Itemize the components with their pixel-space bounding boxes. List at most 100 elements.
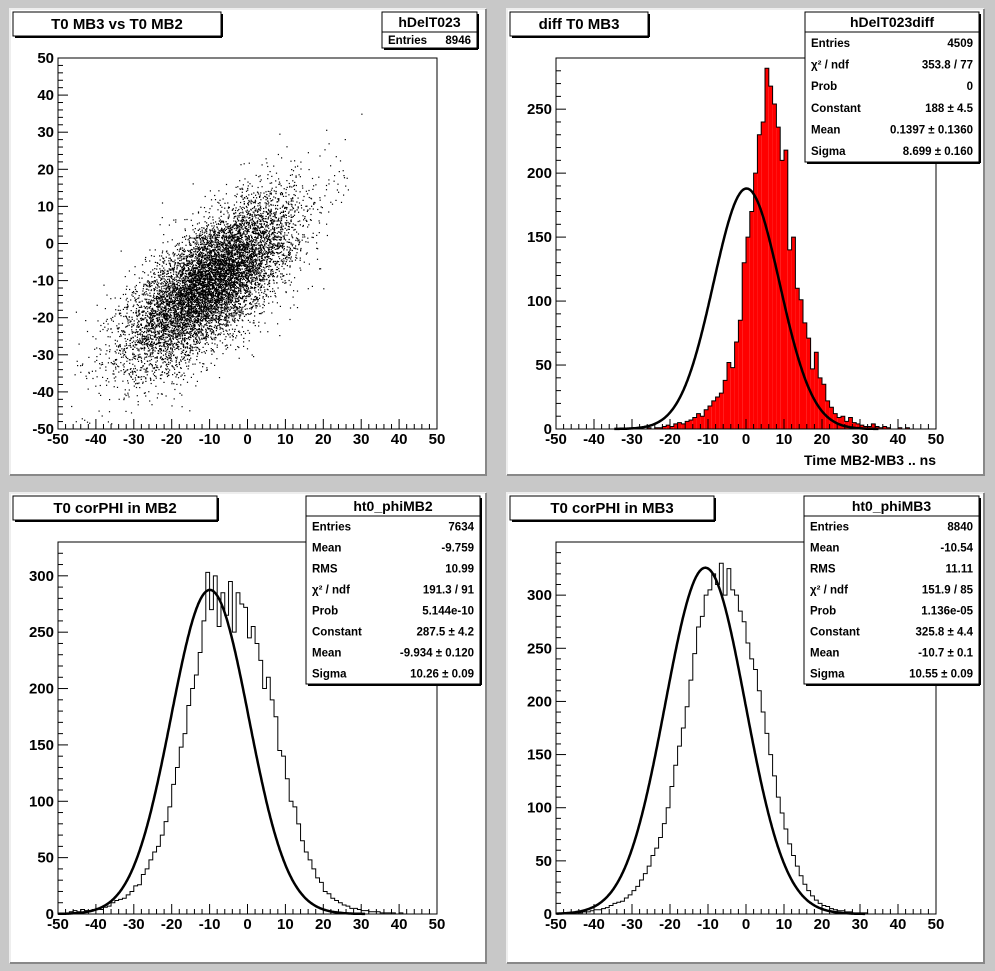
scatter-point (219, 326, 221, 328)
scatter-point (282, 210, 284, 212)
scatter-point (287, 228, 289, 230)
scatter-point (229, 333, 231, 335)
scatter-point (171, 283, 173, 285)
scatter-point (220, 323, 222, 325)
scatter-point (166, 296, 168, 298)
scatter-point (169, 337, 171, 339)
scatter-point (240, 286, 242, 288)
scatter-point (199, 238, 201, 240)
scatter-point (149, 315, 152, 317)
scatter-point (201, 265, 203, 267)
scatter-point (242, 232, 244, 234)
scatter-point (238, 279, 240, 281)
scatter-point (172, 290, 174, 292)
scatter-point (256, 233, 258, 235)
scatter-point (256, 279, 258, 281)
scatter-point (207, 334, 209, 336)
scatter-point (223, 290, 225, 292)
scatter-point (151, 320, 153, 322)
scatter-point (132, 373, 134, 375)
scatter-point (231, 227, 233, 229)
scatter-point (138, 342, 140, 344)
scatter-point (165, 283, 167, 285)
scatter-point (193, 238, 195, 240)
scatter-point (254, 244, 256, 246)
scatter-point (190, 273, 192, 275)
scatter-point (218, 246, 220, 248)
scatter-point (183, 309, 185, 311)
scatter-point (203, 273, 205, 275)
scatter-point (246, 211, 248, 213)
scatter-point (106, 350, 108, 352)
scatter-point (261, 262, 263, 264)
scatter-point (273, 252, 275, 254)
scatter-point (155, 343, 158, 346)
scatter-point (162, 300, 165, 302)
scatter-point (191, 283, 193, 285)
scatter-point (174, 326, 177, 329)
scatter-point (236, 201, 238, 203)
scatter-point (252, 220, 254, 222)
scatter-point (258, 325, 260, 327)
scatter-point (154, 276, 156, 278)
scatter-point (160, 314, 162, 316)
scatter-point (250, 250, 252, 252)
scatter-point (252, 252, 255, 254)
scatter-point (168, 357, 170, 359)
scatter-point (210, 305, 212, 307)
scatter-point (199, 248, 201, 250)
scatter-point (184, 228, 186, 230)
scatter-point (238, 214, 240, 216)
scatter-point (173, 333, 175, 335)
scatter-point (251, 241, 253, 243)
scatter-point (276, 239, 278, 241)
scatter-point (221, 256, 223, 258)
scatter-point (251, 236, 253, 239)
scatter-point (219, 299, 221, 301)
scatter-point (255, 281, 257, 283)
scatter-point (226, 302, 228, 304)
scatter-point (316, 234, 318, 236)
scatter-point (192, 291, 194, 293)
scatter-point (227, 263, 229, 265)
scatter-point (239, 206, 241, 208)
scatter-point (215, 327, 217, 329)
scatter-point (149, 260, 151, 262)
scatter-point (142, 335, 144, 337)
scatter-point (147, 310, 149, 313)
scatter-point (220, 271, 222, 273)
scatter-point (232, 259, 234, 261)
scatter-point (277, 248, 279, 250)
scatter-point (235, 215, 237, 217)
scatter-point (208, 303, 210, 305)
scatter-point (200, 371, 202, 373)
scatter-point (164, 372, 166, 374)
scatter-point (135, 331, 138, 333)
scatter-point (166, 313, 168, 315)
scatter-point (192, 299, 194, 302)
scatter-point (200, 235, 202, 237)
scatter-point (282, 275, 284, 277)
scatter-point (254, 230, 256, 233)
scatter-point (254, 215, 256, 217)
scatter-point (297, 165, 299, 167)
scatter-point (247, 243, 249, 245)
scatter-point (298, 244, 300, 246)
scatter-point (228, 300, 230, 302)
scatter-point (291, 169, 293, 171)
scatter-point (261, 291, 263, 294)
scatter-point (201, 231, 204, 233)
scatter-point (209, 232, 211, 234)
scatter-point (229, 336, 231, 338)
scatter-point (150, 299, 153, 301)
scatter-point (174, 342, 176, 344)
scatter-point (195, 239, 197, 241)
scatter-point (234, 310, 236, 312)
scatter-point (225, 193, 227, 195)
scatter-point (194, 286, 196, 288)
scatter-point (264, 290, 266, 293)
scatter-point (290, 243, 292, 245)
scatter-point (193, 328, 195, 330)
scatter-point (233, 307, 235, 309)
scatter-point (290, 198, 292, 200)
